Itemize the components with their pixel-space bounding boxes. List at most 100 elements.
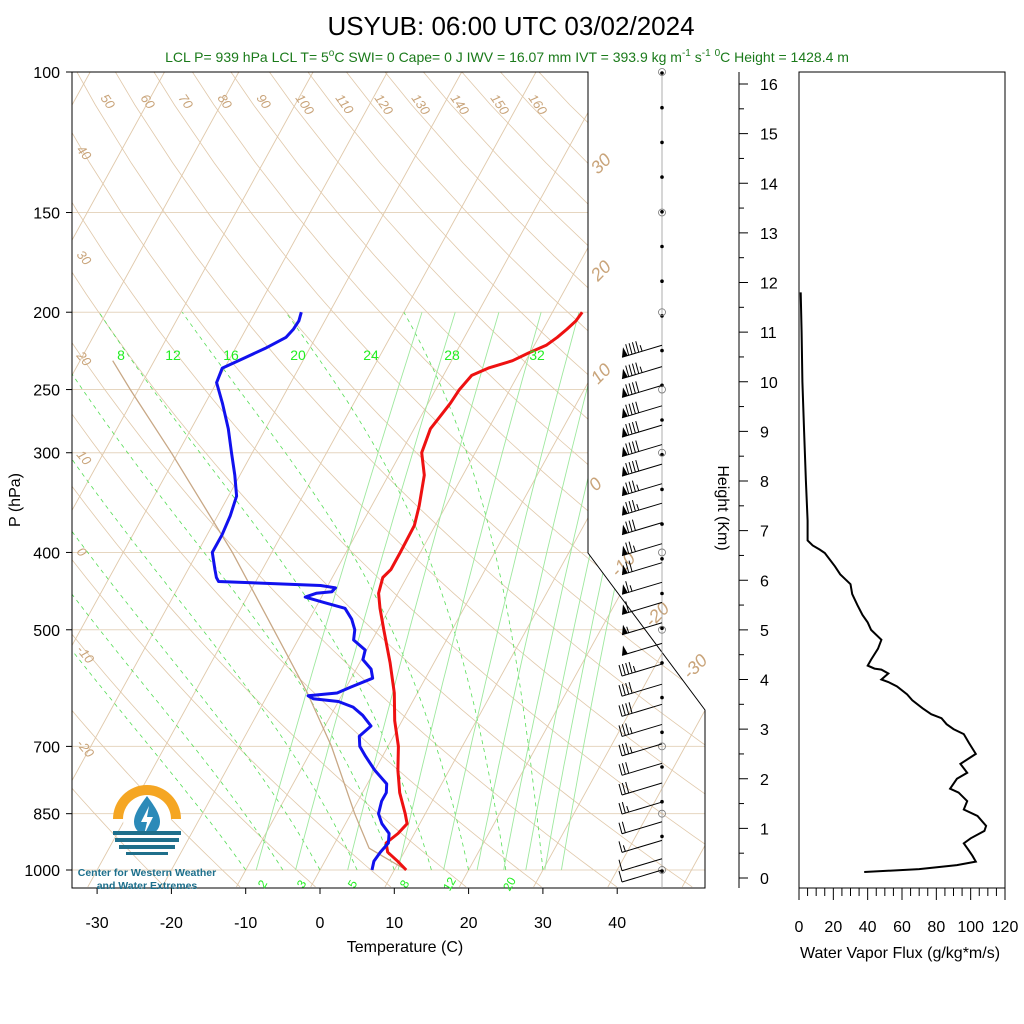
isotherm (72, 72, 408, 888)
wind-pressure-marker (658, 208, 666, 217)
flux-tick-label: 100 (957, 919, 984, 936)
isotherm (72, 72, 185, 888)
isotherm (72, 72, 334, 888)
cw3e-logo: Center for Western Weather and Water Ext… (78, 785, 216, 892)
dry-adiabat (72, 72, 467, 888)
height-tick-label: 0 (760, 871, 769, 888)
wind-barb (621, 381, 663, 398)
dry-adiabat (429, 72, 705, 888)
wind-barb (618, 682, 663, 697)
isotherm (72, 72, 483, 888)
isotherm-label-right: 10 (587, 360, 615, 388)
wind-barb (621, 541, 663, 557)
isotherm-label-right: 30 (587, 150, 615, 178)
isotherm (0, 35, 36, 886)
wind-barb (621, 459, 663, 477)
wind-height-dot (660, 105, 664, 110)
dry-adiabat (504, 72, 705, 888)
dry-adiabat (72, 72, 166, 888)
wind-barb (618, 821, 663, 835)
wind-height-dot (660, 557, 664, 561)
height-tick-label: 7 (760, 524, 769, 541)
wind-height-dot (660, 418, 664, 422)
wind-pressure-marker (658, 68, 666, 76)
isotherm (681, 72, 705, 888)
skewt-diagram: 50 60 70 80 90 100 110 120 130 140 150 160403020100… (0, 35, 712, 956)
dry-adiabat-label: 130 (409, 91, 434, 118)
wind-pressure-marker (658, 308, 666, 317)
wind-pressure-marker (658, 625, 666, 634)
wind-height-dot (660, 626, 664, 630)
dry-adiabat (72, 72, 392, 888)
wind-barb (621, 401, 663, 419)
isotherm-label: 10 (74, 447, 95, 468)
dry-adiabat-label: 120 (372, 91, 397, 118)
isotherm-label: 20 (73, 348, 95, 370)
isotherm-label-right: -30 (679, 650, 712, 683)
wind-height-dot (660, 279, 664, 284)
wind-barb (618, 742, 663, 757)
dry-adiabat (280, 72, 705, 888)
wind-barb (621, 362, 663, 380)
moist-adiabat (72, 312, 247, 871)
wind-pressure-marker (658, 385, 666, 394)
pressure-tick-label: 1000 (24, 863, 60, 880)
dry-adiabat-label: 60 (138, 91, 159, 112)
flux-tick-label: 40 (859, 919, 877, 936)
dry-adiabat-label: 50 (98, 91, 119, 112)
pressure-tick-label: 850 (33, 807, 60, 824)
mixing-ratio-line (560, 312, 677, 871)
wind-barb (618, 723, 663, 737)
wind-barb (618, 801, 663, 815)
pressure-tick-label: 200 (33, 305, 60, 322)
wind-height-dot (660, 348, 664, 353)
wind-barb (618, 839, 663, 853)
mixing-ratio-line (476, 312, 608, 871)
wind-barb (618, 858, 663, 872)
mixing-ratio-line (397, 312, 542, 871)
dry-adiabat (168, 72, 705, 888)
moist-adiabat (72, 312, 284, 871)
isotherm (161, 72, 631, 888)
wind-height-dot (660, 730, 664, 735)
mixing-ratio-line (295, 312, 456, 871)
dry-adiabat (392, 72, 705, 888)
wind-height-dot (660, 71, 664, 75)
logo-line2: and Water Extremes (97, 880, 198, 892)
dry-adiabat-label: 110 (333, 91, 358, 117)
dry-adiabat (72, 72, 705, 888)
dry-adiabat-label: 100 (293, 91, 318, 118)
wind-barb (621, 420, 663, 438)
dry-adiabat (72, 72, 705, 888)
flux-tick-label: 0 (795, 919, 804, 936)
wind-height-dot (660, 487, 664, 492)
dry-adiabat (205, 72, 705, 888)
temperature-tick-label: -10 (234, 915, 257, 932)
dry-adiabat (130, 72, 705, 888)
pressure-tick-label: 250 (33, 383, 60, 400)
mixing-ratio-label: 8 (117, 347, 125, 363)
moist-adiabat (98, 311, 432, 871)
height-tick-label: 5 (760, 623, 769, 640)
wind-height-dot (660, 661, 664, 665)
height-tick-label: 3 (760, 722, 769, 739)
chart-title: USYUB: 06:00 UTC 03/02/2024 (327, 11, 694, 41)
temperature-tick-label: 30 (534, 915, 552, 932)
mixing-ratio-label: 28 (444, 347, 460, 363)
flux-axis-label: Water Vapor Flux (g/kg*m/s) (800, 945, 1000, 962)
wind-barb (621, 341, 663, 358)
pressure-tick-label: 100 (33, 65, 60, 82)
height-tick-label: 9 (760, 424, 769, 441)
wind-pressure-marker (658, 548, 666, 557)
wind-pressure-marker (658, 448, 666, 457)
pressure-tick-label: 700 (33, 739, 60, 756)
height-tick-label: 2 (760, 772, 769, 789)
moist-adiabat (72, 312, 321, 871)
dry-adiabat-label: 140 (448, 91, 473, 118)
height-tick-label: 4 (760, 673, 769, 690)
pressure-tick-label: 400 (33, 545, 60, 562)
lightning-icon (141, 806, 153, 835)
temperature-tick-label: -20 (160, 915, 183, 932)
skewt-frame (71, 71, 706, 889)
